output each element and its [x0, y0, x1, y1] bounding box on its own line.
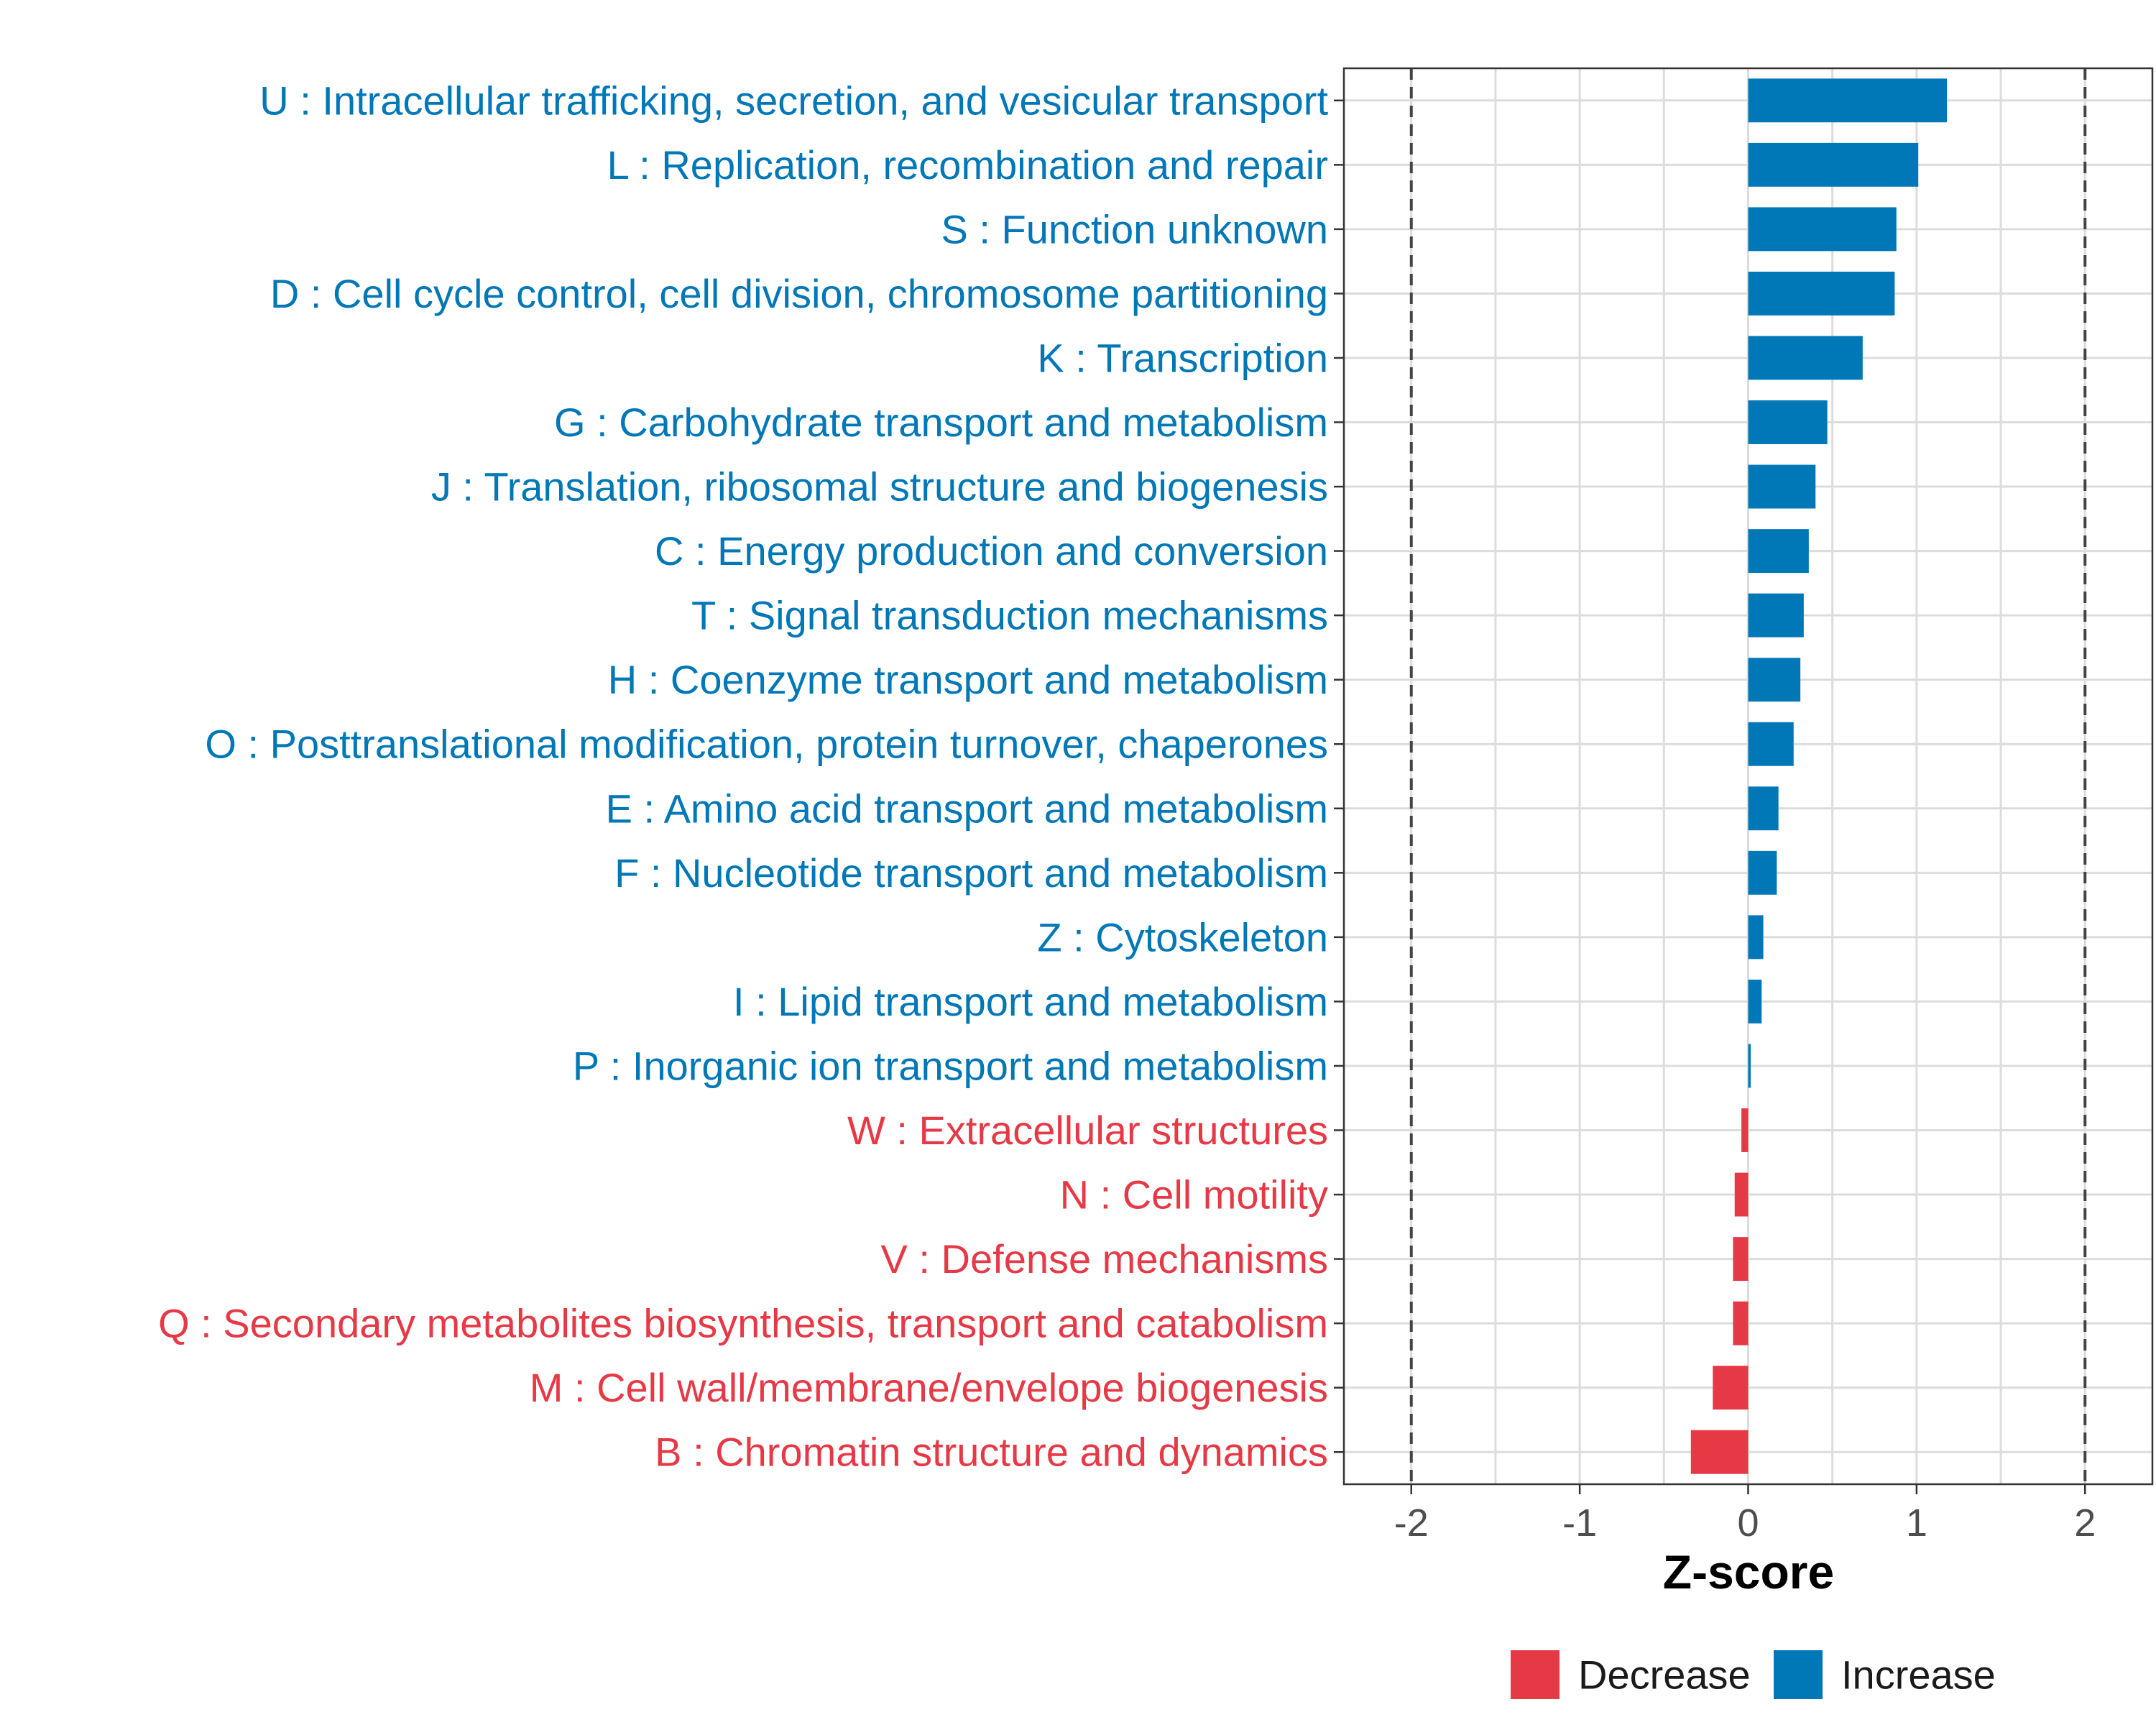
- x-tick-label: 2: [2074, 1501, 2096, 1545]
- category-label: T : Signal transduction mechanisms: [691, 593, 1328, 638]
- x-tick-label: -1: [1562, 1501, 1597, 1545]
- bar: [1748, 593, 1804, 638]
- bar: [1733, 1237, 1749, 1282]
- x-tick-label: 0: [1737, 1501, 1759, 1545]
- bar: [1748, 142, 1919, 187]
- y-axis-ticks: [1334, 99, 1344, 1453]
- category-label: G : Carbohydrate transport and metabolis…: [554, 400, 1328, 445]
- bar: [1733, 1301, 1749, 1346]
- category-label: P : Inorganic ion transport and metaboli…: [573, 1043, 1328, 1088]
- category-label: S : Function unknown: [941, 206, 1328, 252]
- category-label: O : Posttranslational modification, prot…: [205, 722, 1328, 767]
- x-axis-ticks: [1410, 1484, 2086, 1494]
- category-label: W : Extracellular structures: [847, 1108, 1328, 1153]
- category-label: V : Defense mechanisms: [881, 1236, 1328, 1282]
- reference-lines: [1409, 68, 2087, 1484]
- bar: [1734, 1172, 1749, 1217]
- legend-label-decrease: Decrease: [1578, 1652, 1751, 1698]
- category-label: U : Intracellular trafficking, secretion…: [259, 78, 1328, 123]
- legend-swatch-decrease: [1511, 1650, 1560, 1699]
- x-tick-label: -2: [1394, 1501, 1429, 1545]
- category-label: B : Chromatin structure and dynamics: [655, 1430, 1328, 1475]
- bar: [1748, 336, 1863, 380]
- bar: [1748, 207, 1897, 252]
- category-label: L : Replication, recombination and repai…: [607, 142, 1328, 188]
- bar: [1748, 786, 1779, 831]
- bar: [1748, 1044, 1751, 1088]
- x-axis-title: Z-score: [1663, 1545, 1834, 1598]
- legend-label-increase: Increase: [1841, 1652, 1996, 1698]
- bar: [1690, 1430, 1749, 1474]
- category-label: K : Transcription: [1037, 335, 1328, 380]
- category-label: I : Lipid transport and metabolism: [733, 979, 1328, 1024]
- legend: Decrease Increase: [1511, 1650, 1996, 1699]
- legend-swatch-increase: [1774, 1650, 1823, 1699]
- category-label: C : Energy production and conversion: [655, 528, 1328, 574]
- category-label: Z : Cytoskeleton: [1037, 914, 1328, 960]
- category-label: F : Nucleotide transport and metabolism: [614, 850, 1328, 896]
- category-label: E : Amino acid transport and metabolism: [606, 786, 1328, 831]
- category-label: Q : Secondary metabolites biosynthesis, …: [158, 1301, 1328, 1346]
- category-label: H : Coenzyme transport and metabolism: [608, 657, 1328, 702]
- category-label: M : Cell wall/membrane/envelope biogenes…: [530, 1365, 1328, 1410]
- bar: [1748, 464, 1816, 509]
- bar: [1713, 1366, 1749, 1410]
- bar: [1748, 850, 1777, 895]
- bar: [1748, 271, 1895, 316]
- x-axis-labels: -2 -1 0 1 2: [1394, 1501, 2096, 1545]
- bar: [1748, 979, 1762, 1024]
- y-axis-labels: U : Intracellular trafficking, secretion…: [158, 78, 1328, 1474]
- bar: [1748, 400, 1828, 444]
- category-label: J : Translation, ribosomal structure and…: [431, 464, 1328, 510]
- x-tick-label: 1: [1906, 1501, 1927, 1545]
- bar: [1748, 658, 1801, 702]
- bar: [1748, 529, 1809, 574]
- bar: [1741, 1108, 1749, 1152]
- category-label: N : Cell motility: [1060, 1172, 1328, 1218]
- bars: [1690, 78, 1948, 1474]
- bar: [1748, 915, 1764, 960]
- category-label: D : Cell cycle control, cell division, c…: [270, 271, 1328, 316]
- bar: [1748, 78, 1948, 123]
- bar: [1748, 722, 1794, 766]
